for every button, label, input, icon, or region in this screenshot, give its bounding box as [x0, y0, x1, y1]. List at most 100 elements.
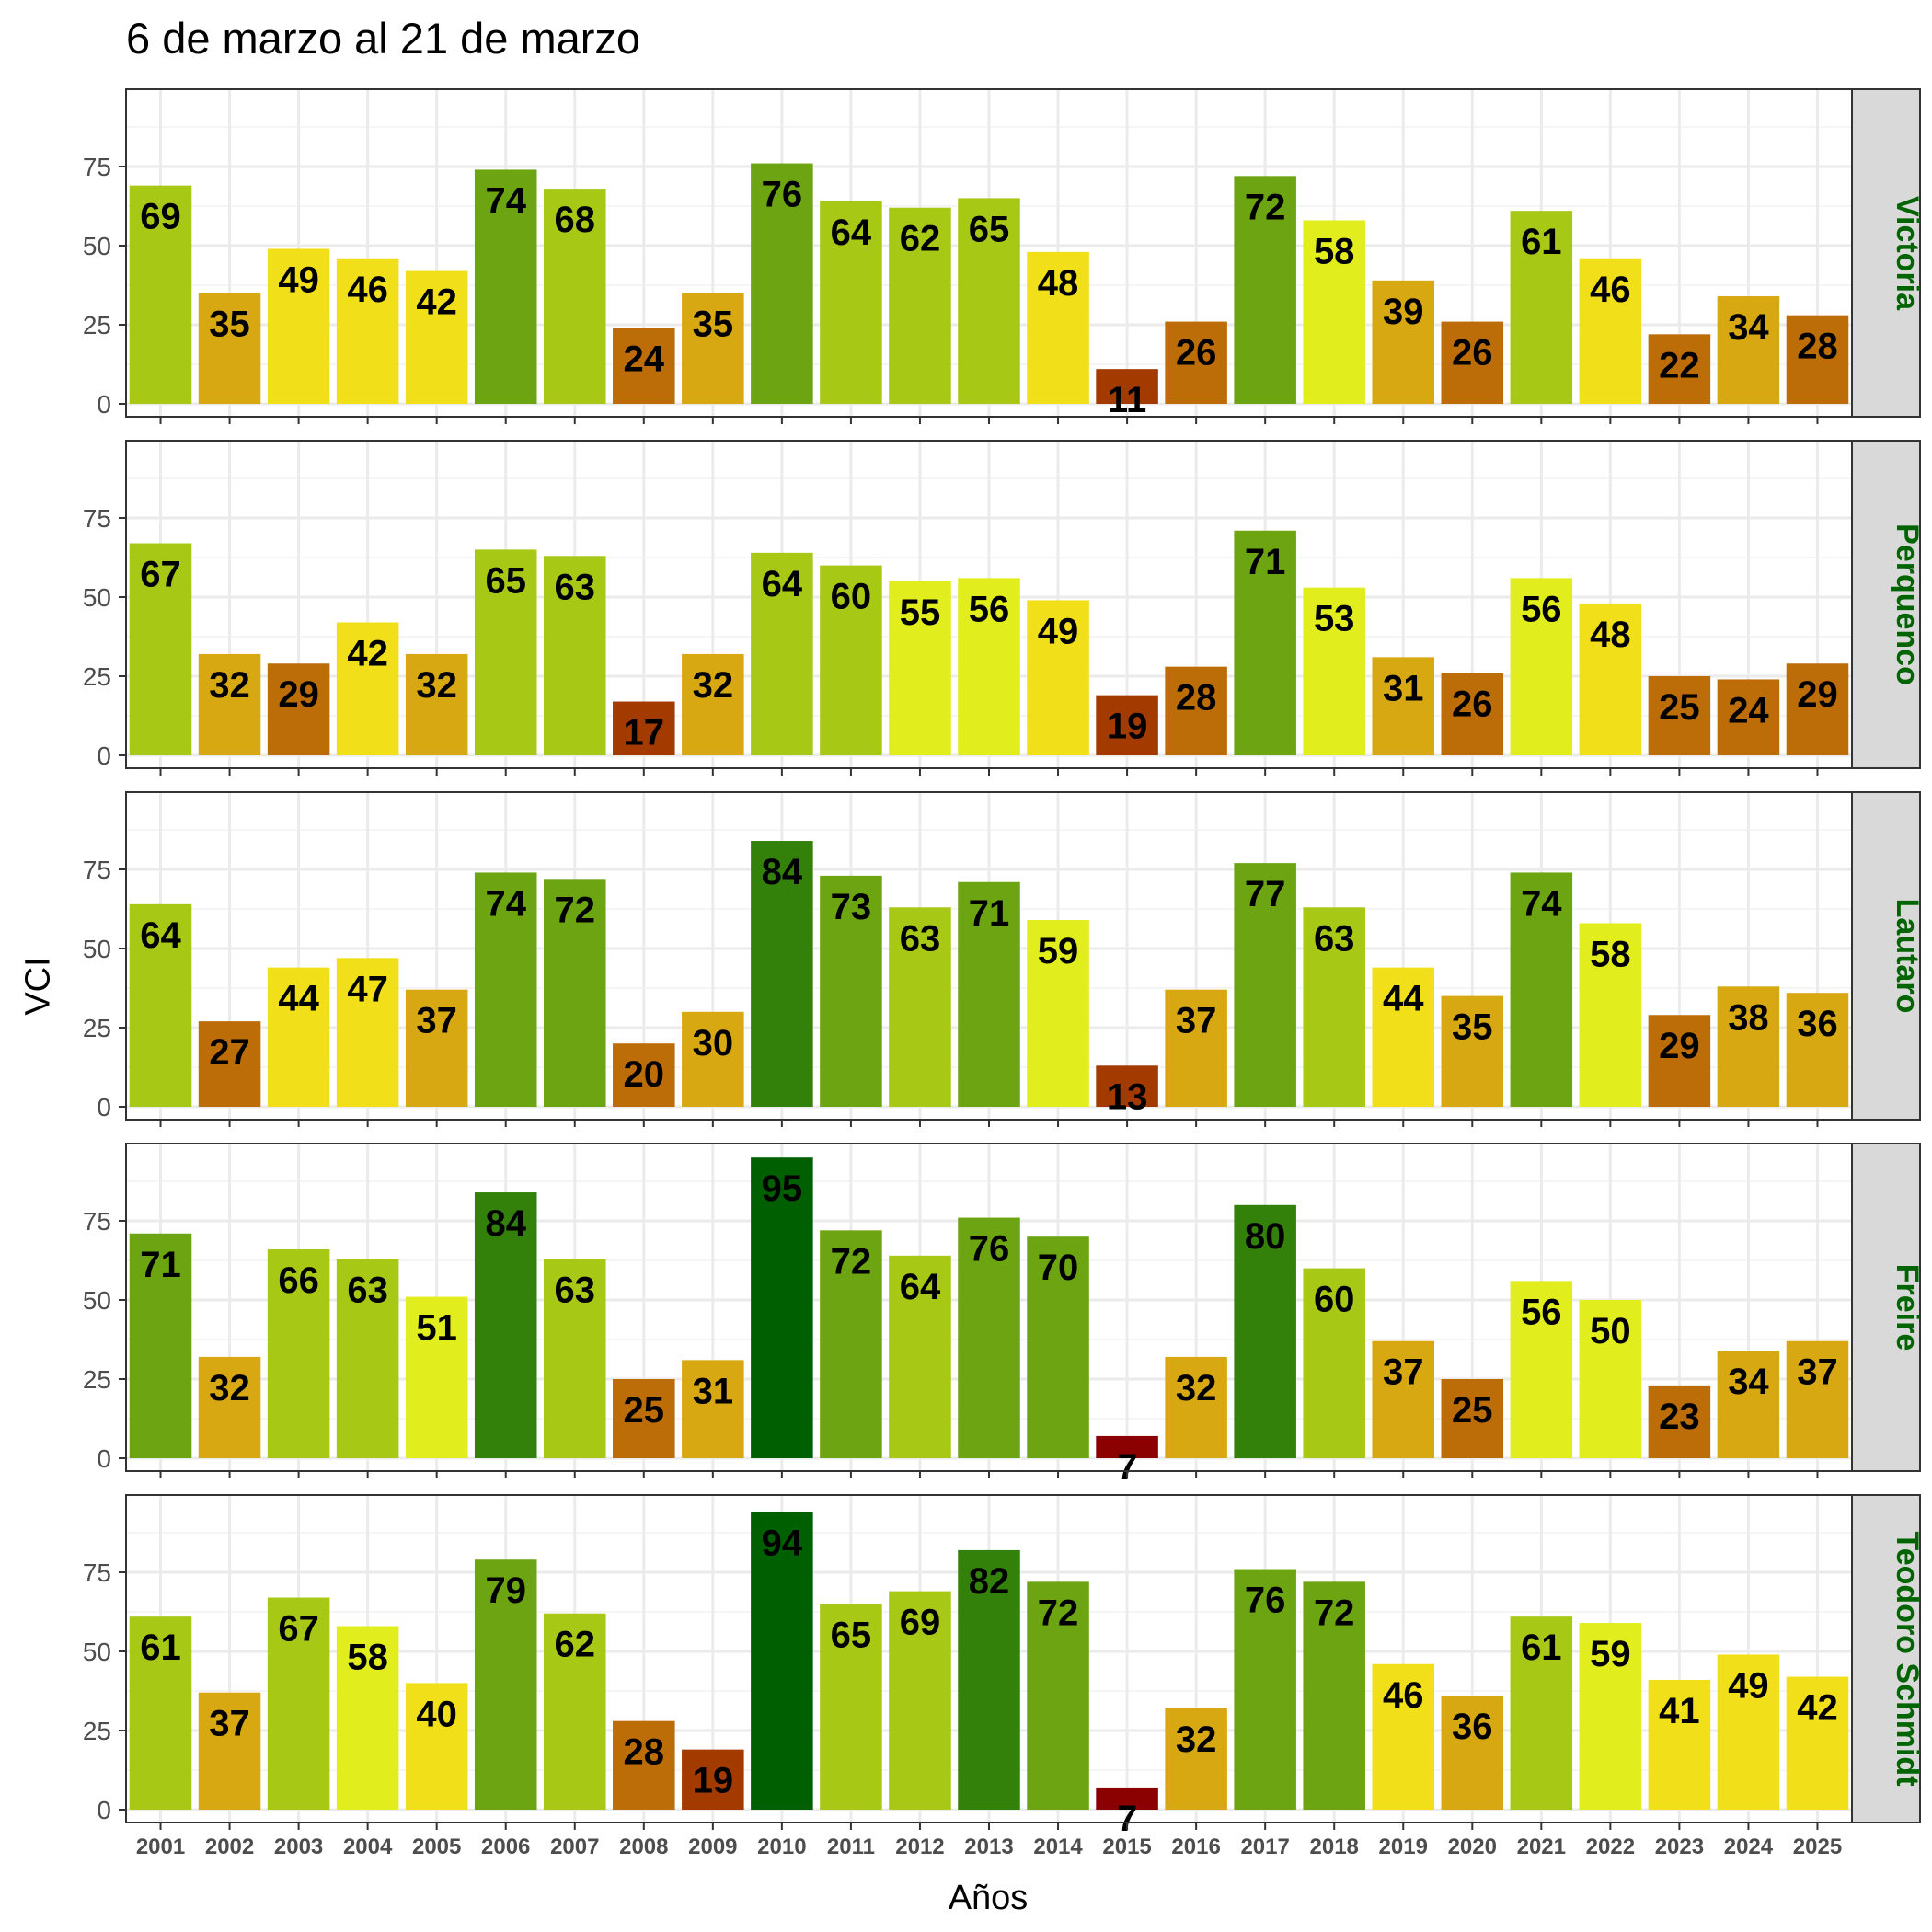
data-label: 63: [555, 1270, 596, 1310]
bar: [1648, 1385, 1711, 1458]
bar: [1372, 967, 1435, 1107]
bar: [751, 552, 813, 755]
data-label: 36: [1452, 1707, 1493, 1747]
data-label: 30: [693, 1023, 734, 1064]
bar: [751, 1512, 813, 1810]
bar: [958, 1217, 1020, 1458]
data-label: 62: [555, 1625, 596, 1665]
bar: [543, 879, 606, 1107]
bar: [129, 185, 192, 404]
facet-strip: [1851, 791, 1921, 1121]
facet-panel-freire: 71 32 66 63 51 84 63 25 31 95 72 64 76 70 7 32 80 60 37 25 5…: [83, 1143, 1925, 1488]
data-label: 29: [1659, 1026, 1700, 1066]
bar: [1579, 923, 1642, 1107]
bar: [1096, 369, 1158, 404]
y-tick-label: 25: [83, 311, 111, 339]
bar: [1441, 1696, 1504, 1810]
bar: [1234, 530, 1296, 755]
data-label: 17: [624, 713, 665, 753]
x-tick-label: 2001: [136, 1834, 185, 1859]
data-label: 94: [762, 1524, 803, 1564]
data-label: 44: [1383, 979, 1424, 1019]
bar: [613, 1043, 675, 1107]
x-tick-label: 2009: [688, 1834, 737, 1859]
bar: [1165, 1356, 1227, 1458]
bar: [1648, 334, 1711, 404]
bar: [1027, 600, 1089, 755]
bar: [613, 1720, 675, 1810]
data-label: 20: [624, 1054, 665, 1095]
bar: [1303, 1581, 1365, 1810]
data-label: 37: [1383, 1352, 1424, 1393]
bar: [1579, 258, 1642, 404]
data-label: 28: [624, 1732, 665, 1773]
bar: [613, 328, 675, 404]
bar: [1510, 578, 1573, 755]
bar: [1648, 1679, 1711, 1810]
data-label: 25: [1659, 687, 1700, 728]
data-label: 28: [1176, 678, 1217, 719]
data-label: 29: [278, 674, 319, 715]
bar: [889, 207, 951, 404]
bar: [751, 1157, 813, 1458]
x-tick-label: 2007: [550, 1834, 599, 1859]
bar: [1510, 211, 1573, 404]
y-tick-label: 50: [83, 1286, 111, 1315]
bar: [405, 1296, 468, 1458]
y-tick-label: 75: [83, 1207, 111, 1236]
bar: [1441, 673, 1504, 755]
data-label: 39: [1383, 292, 1424, 332]
bar: [129, 1616, 192, 1810]
data-label: 76: [969, 1229, 1010, 1270]
bar: [267, 1597, 330, 1810]
data-label: 63: [555, 567, 596, 607]
data-label: 76: [1245, 1581, 1286, 1621]
data-label: 53: [1314, 599, 1355, 639]
x-tick-label: 2025: [1793, 1834, 1842, 1859]
bar: [1786, 663, 1849, 755]
bar: [1372, 1340, 1435, 1458]
data-label: 72: [831, 1241, 872, 1282]
data-label: 72: [1245, 187, 1286, 227]
bar: [267, 967, 330, 1107]
y-tick-label: 0: [97, 1093, 111, 1121]
data-label: 28: [1797, 327, 1838, 367]
bar: [889, 1591, 951, 1810]
data-label: 19: [1107, 707, 1148, 747]
bar: [1372, 280, 1435, 404]
bar: [682, 653, 744, 755]
data-label: 19: [693, 1761, 734, 1801]
bar: [820, 1230, 882, 1458]
bar: [474, 1192, 537, 1458]
data-label: 62: [900, 219, 941, 259]
bar: [682, 1011, 744, 1107]
bar: [543, 189, 606, 404]
data-label: 32: [1176, 1368, 1217, 1409]
bar: [336, 1626, 399, 1810]
bar: [1717, 986, 1780, 1107]
data-label: 63: [347, 1270, 388, 1310]
bar: [820, 1604, 882, 1810]
data-label: 48: [1590, 615, 1631, 655]
data-label: 11: [1108, 380, 1146, 420]
data-label: 38: [1728, 997, 1769, 1038]
data-label: 72: [555, 890, 596, 930]
data-label: 32: [209, 665, 250, 706]
data-label: 69: [140, 197, 181, 237]
bar: [1234, 1204, 1296, 1458]
bar: [751, 841, 813, 1107]
x-tick-label: 2013: [964, 1834, 1013, 1859]
bar: [1510, 872, 1573, 1107]
data-label: 60: [831, 577, 872, 617]
bar: [1096, 695, 1158, 755]
bar: [1165, 666, 1227, 755]
bar: [1441, 995, 1504, 1107]
x-tick-label: 2002: [205, 1834, 254, 1859]
x-tick-label: 2008: [619, 1834, 668, 1859]
data-label: 56: [969, 589, 1010, 629]
bar: [889, 1255, 951, 1458]
data-label: 71: [1245, 542, 1286, 582]
bar: [1165, 321, 1227, 404]
data-label: 64: [762, 564, 803, 604]
bar: [198, 1021, 261, 1107]
